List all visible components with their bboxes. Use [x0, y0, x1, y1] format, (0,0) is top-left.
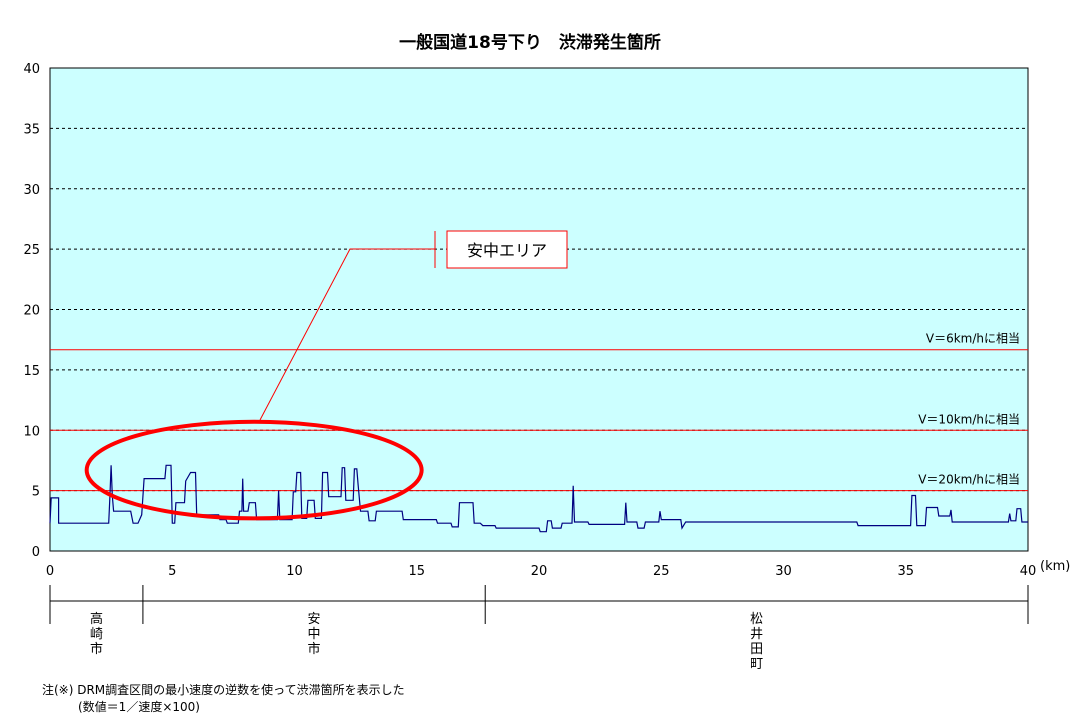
reference-line-label: V＝10km/hに相当: [918, 412, 1020, 426]
y-tick-label: 25: [23, 243, 40, 258]
chart-title: 一般国道18号下り 渋滞発生箇所: [399, 32, 661, 53]
footnote-line-2: (数値＝1／速度×100): [42, 700, 200, 714]
area-annotation: 安中エリア: [84, 230, 568, 521]
y-tick-label: 30: [23, 183, 40, 198]
y-tick-label: 35: [23, 122, 40, 137]
x-tick-label: 10: [286, 564, 303, 579]
footnote-line-1: 注(※) DRM調査区間の最小速度の逆数を使って渋滞箇所を表示した: [42, 683, 405, 697]
x-tick-label: 35: [897, 564, 914, 579]
x-axis: 0 5 10 15 20 25 30 35 40: [46, 564, 1036, 579]
x-tick-label: 40: [1020, 564, 1037, 579]
municipality-label: 高崎市: [90, 611, 103, 657]
x-tick-label: 15: [408, 564, 425, 579]
x-tick-label: 30: [775, 564, 792, 579]
x-tick-label: 0: [46, 564, 54, 579]
reference-lines: V＝6km/hに相当 V＝10km/hに相当 V＝20km/hに相当: [50, 332, 1028, 492]
y-tick-label: 10: [23, 424, 40, 439]
y-tick-label: 5: [32, 485, 40, 500]
y-tick-label: 40: [23, 62, 40, 77]
y-tick-label: 20: [23, 304, 40, 319]
municipality-band: 高崎市 安中市 松井田町: [49, 585, 1029, 672]
callout-leader: [259, 248, 435, 421]
reference-line-label: V＝20km/hに相当: [918, 473, 1020, 487]
x-tick-label: 25: [653, 564, 670, 579]
series: [49, 464, 1028, 533]
callout-label: 安中エリア: [467, 241, 547, 260]
reference-line-label: V＝6km/hに相当: [926, 332, 1020, 346]
x-unit-label: (km): [1040, 559, 1070, 574]
x-tick-label: 20: [531, 564, 548, 579]
callout-box: [446, 230, 568, 269]
y-tick-label: 15: [23, 364, 40, 379]
area-ellipse: [84, 419, 424, 521]
series-line: [49, 464, 1028, 533]
y-tick-label: 0: [32, 545, 40, 560]
x-tick-label: 5: [168, 564, 176, 579]
municipality-label: 松井田町: [750, 612, 763, 672]
municipality-label: 安中市: [308, 612, 321, 657]
y-axis: 0 5 10 15 20 25 30 35 40: [23, 62, 40, 560]
